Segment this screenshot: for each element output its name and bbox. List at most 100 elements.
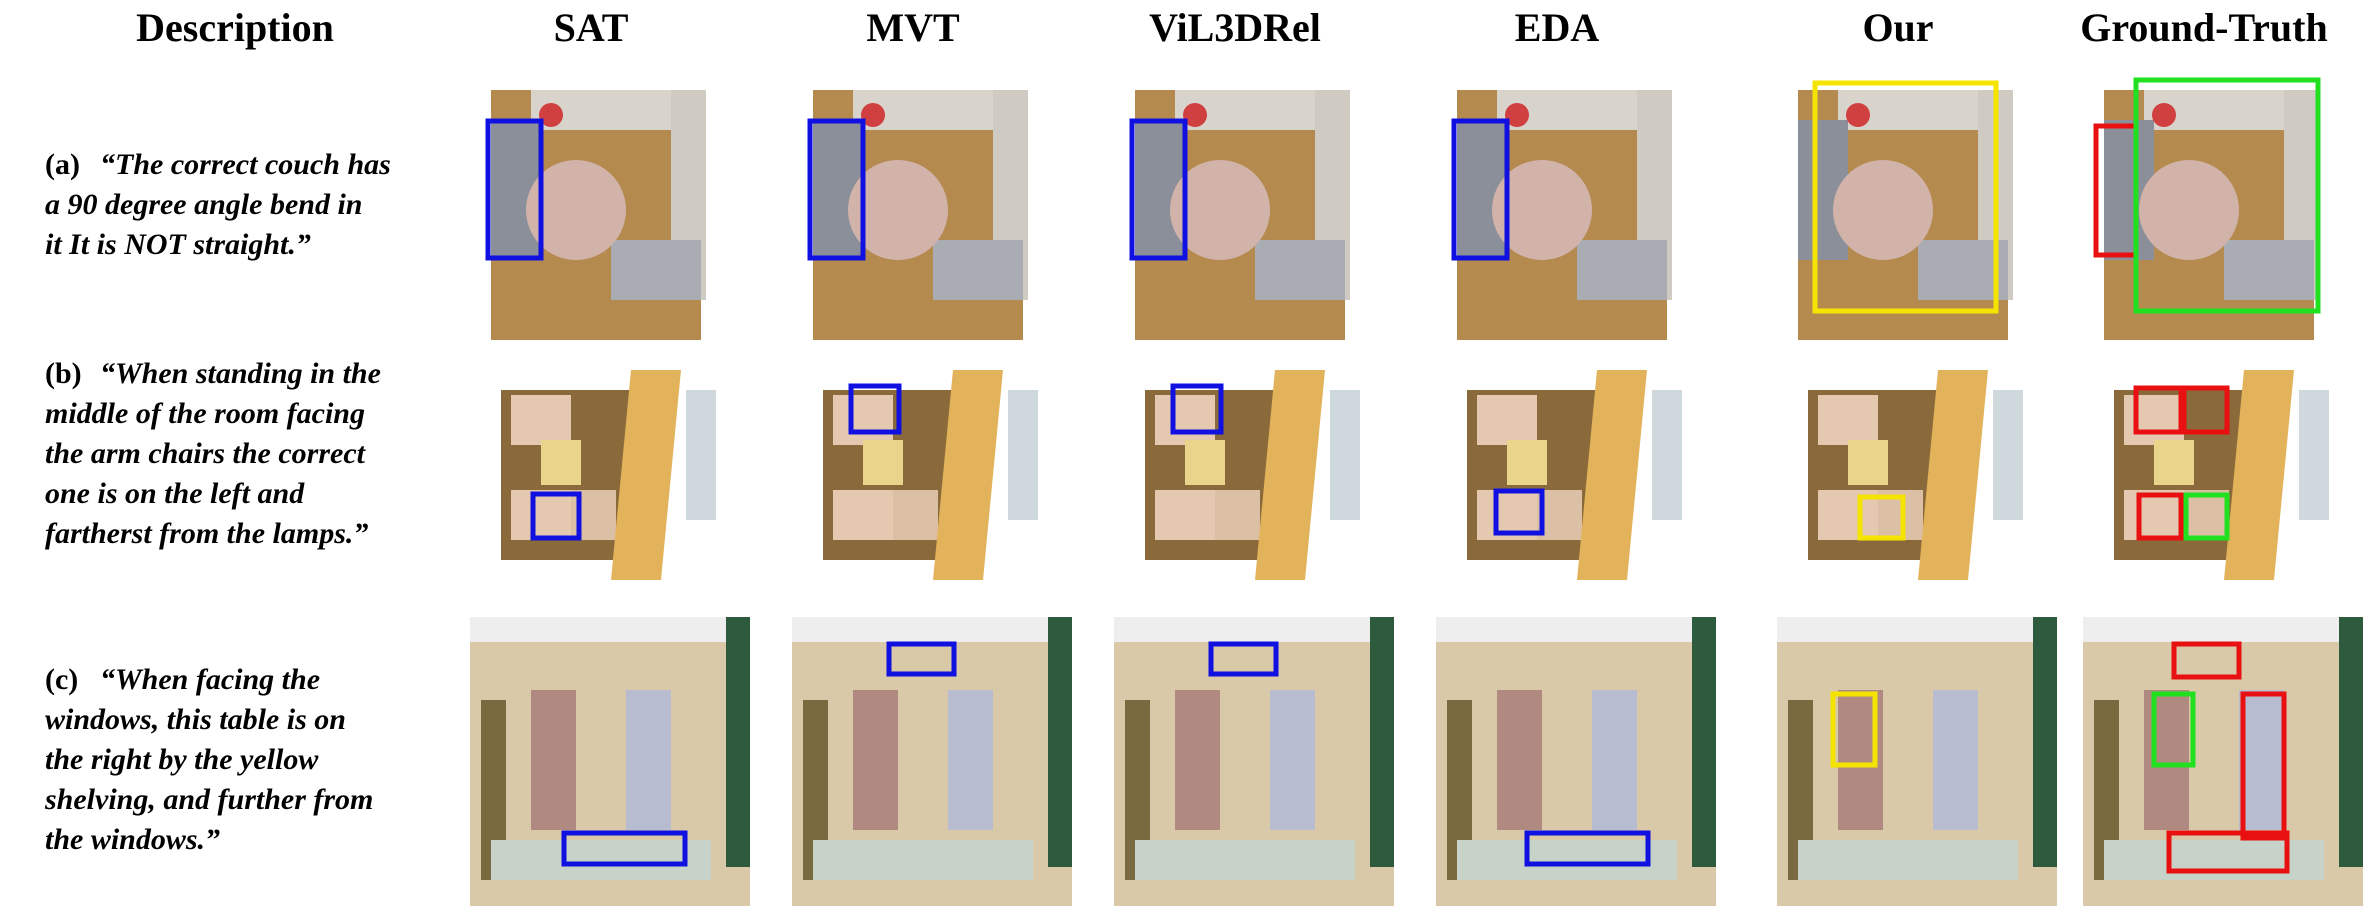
description-line: “When facing the — [100, 663, 320, 696]
scene-image — [792, 617, 1072, 906]
description-line: middle of the room facing — [45, 397, 365, 430]
scene-image — [1777, 617, 2057, 906]
table — [2144, 690, 2189, 830]
table — [1492, 160, 1592, 260]
description-line: shelving, and further from — [44, 783, 373, 816]
table — [853, 690, 898, 830]
shelf — [491, 840, 711, 880]
shelf — [1652, 390, 1682, 520]
couch — [611, 240, 701, 300]
description-line: windows, this table is on — [45, 703, 346, 736]
shelf — [1798, 840, 2018, 880]
shelf — [1008, 390, 1038, 520]
table — [531, 690, 576, 830]
bounding-box — [2240, 691, 2287, 841]
bounding-box — [485, 118, 544, 261]
couch — [1577, 240, 1667, 300]
couch — [1918, 240, 2008, 300]
shelf — [1330, 390, 1360, 520]
scene-image — [1798, 80, 2013, 340]
wall — [470, 617, 750, 642]
chair — [893, 490, 938, 540]
wall — [1370, 617, 1394, 867]
column-header: ViL3DRel — [1149, 5, 1321, 50]
wall — [2033, 617, 2057, 867]
bounding-box — [2133, 77, 2321, 314]
scene-image — [823, 370, 1038, 580]
chair — [2124, 490, 2184, 540]
scene-image — [2083, 617, 2363, 906]
shelf — [1135, 840, 1355, 880]
table — [1592, 690, 1637, 830]
table — [2239, 690, 2284, 830]
scene-image — [1145, 370, 1360, 580]
scene-image — [485, 90, 706, 340]
table — [1833, 160, 1933, 260]
chair — [1155, 490, 1215, 540]
scene-image — [501, 370, 716, 580]
chair — [1155, 395, 1215, 445]
column-header: Our — [1862, 5, 1933, 50]
chair — [1477, 395, 1537, 445]
lamp — [2152, 103, 2176, 127]
side-table — [1848, 440, 1888, 485]
scene-image — [1114, 617, 1394, 906]
bounding-box — [1524, 830, 1651, 867]
bounding-box — [2183, 492, 2230, 541]
bounding-box — [1208, 641, 1279, 677]
scene-image — [1436, 617, 1716, 906]
description-line: the right by the yellow — [45, 743, 319, 776]
chair — [2124, 395, 2184, 445]
wood-table — [1255, 370, 1325, 580]
table — [1270, 690, 1315, 830]
shelf — [1457, 840, 1677, 880]
shelf — [686, 390, 716, 520]
chair — [1818, 395, 1878, 445]
scene-image — [807, 90, 1028, 340]
column-header: EDA — [1515, 5, 1600, 50]
side-table — [863, 440, 903, 485]
description-line: fartherst from the lamps.” — [45, 517, 368, 550]
bounding-box — [1812, 80, 1999, 314]
wall — [1048, 617, 1072, 867]
chair — [2184, 490, 2229, 540]
chair — [1215, 490, 1260, 540]
wood-table — [2224, 370, 2294, 580]
shelf — [2299, 390, 2329, 520]
bounding-box — [1493, 488, 1545, 536]
wall — [1692, 617, 1716, 867]
description-line: “When standing in the — [100, 357, 381, 390]
lamp — [861, 103, 885, 127]
bounding-box — [2181, 385, 2230, 435]
wall — [2339, 617, 2363, 867]
bounding-box — [2166, 830, 2290, 874]
table — [848, 160, 948, 260]
scene-image — [2114, 370, 2329, 580]
wall — [1114, 617, 1394, 642]
table — [1497, 690, 1542, 830]
table — [1170, 160, 1270, 260]
bounding-box — [1857, 494, 1906, 541]
shelf — [1993, 390, 2023, 520]
table — [2139, 160, 2239, 260]
table — [948, 690, 993, 830]
column-header: SAT — [554, 5, 629, 50]
side-table — [1185, 440, 1225, 485]
row-label: (a) — [45, 148, 80, 181]
column-header: MVT — [866, 5, 960, 50]
bounding-box — [561, 830, 688, 867]
side-table — [2154, 440, 2194, 485]
bounding-box — [2171, 641, 2242, 680]
wall — [1436, 617, 1716, 642]
wall — [726, 617, 750, 867]
description-line: it It is NOT straight.” — [45, 228, 311, 261]
description-line: the windows.” — [45, 823, 220, 856]
lamp — [1183, 103, 1207, 127]
description-line: the arm chairs the correct — [45, 437, 367, 470]
side-table — [1507, 440, 1547, 485]
bounding-box — [2133, 385, 2184, 435]
scene-image — [1129, 90, 1350, 340]
bounding-box — [1451, 118, 1510, 261]
lamp — [539, 103, 563, 127]
column-header: Description — [136, 5, 334, 50]
